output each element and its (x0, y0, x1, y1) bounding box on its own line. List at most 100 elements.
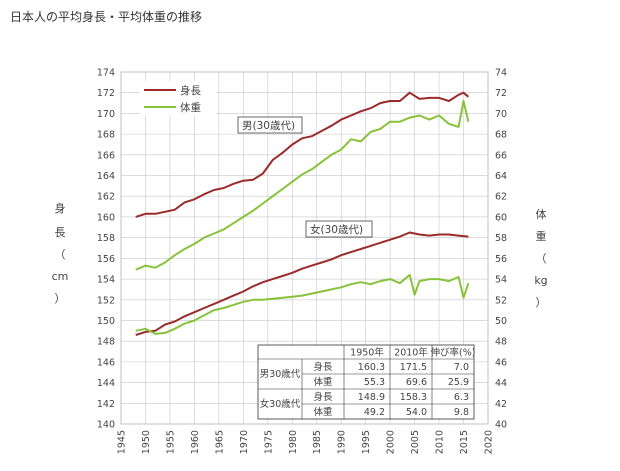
y-right-tick-label: 58 (495, 233, 507, 244)
y-left-tick-label: 154 (97, 275, 115, 286)
table-item-label: 体重 (313, 376, 333, 388)
annotation-female: 女(30歳代) (305, 220, 373, 238)
table-value-rate: 7.0 (454, 362, 469, 373)
y-left-tick-label: 152 (97, 295, 115, 306)
table-group-label: 女30歳代 (260, 398, 301, 410)
x-tick-label: 1985 (312, 430, 323, 454)
table-value-2010: 158.3 (400, 392, 427, 403)
y-right-label-char: ） (536, 296, 547, 309)
x-tick-label: 1965 (214, 430, 225, 454)
y-left-tick-label: 174 (97, 68, 115, 79)
x-tick-label: 1955 (165, 430, 176, 454)
y-left-tick-label: 168 (97, 130, 115, 141)
y-left-tick-label: 166 (97, 150, 115, 161)
y-left-tick-label: 148 (97, 337, 115, 348)
x-tick-label: 1950 (141, 430, 152, 454)
series-female-weight (135, 273, 470, 335)
table-item-label: 体重 (313, 406, 333, 418)
x-tick-label: 1970 (239, 430, 250, 454)
x-tick-label: 2020 (484, 430, 495, 454)
y-left-axis-label: 身長 （ cm ） (52, 201, 69, 305)
y-left-tick-label: 170 (97, 109, 115, 120)
table-value-1950: 55.3 (364, 377, 385, 388)
y-right-tick-label: 48 (495, 337, 507, 348)
legend-label-height: 身長 (180, 84, 201, 97)
y-right-tick-label: 44 (495, 378, 507, 389)
table-item-label: 身長 (313, 361, 333, 373)
y-right-tick-label: 62 (495, 192, 507, 203)
table-header-cell: 1950年 (350, 347, 384, 359)
y-left-tick-label: 156 (97, 254, 115, 265)
y-right-tick-label: 56 (495, 254, 507, 265)
y-left-ticks: 140 142 144 146 148 150 152 154 156 158 160 162 164 1… (97, 68, 115, 431)
y-left-label-char: cm (52, 270, 69, 283)
page-title: 日本人の平均身長・平均体重の推移 (10, 10, 203, 24)
y-right-label-char: 体 (536, 207, 547, 221)
y-right-tick-label: 52 (495, 295, 507, 306)
legend-label-weight: 体重 (180, 101, 201, 114)
annotation-male: 男(30歳代) (237, 116, 303, 134)
annotation-male-text: 男(30歳代) (242, 120, 295, 132)
table-group-label: 男30歳代 (260, 368, 301, 380)
y-right-tick-label: 50 (495, 316, 507, 327)
x-tick-label: 1990 (337, 430, 348, 454)
x-tick-label: 2005 (410, 430, 421, 454)
y-right-label-char: kg (534, 274, 547, 287)
legend: 身長 体重 (140, 81, 216, 115)
x-tick-label: 1995 (361, 430, 372, 454)
table-item-label: 身長 (313, 391, 333, 403)
y-right-tick-label: 66 (495, 150, 507, 161)
table-value-1950: 148.9 (358, 392, 385, 403)
y-left-tick-label: 164 (97, 171, 115, 182)
x-tick-label: 1960 (190, 430, 201, 454)
series-male-height (135, 91, 470, 218)
y-right-tick-label: 46 (495, 357, 507, 368)
y-right-tick-label: 60 (495, 212, 507, 223)
y-right-tick-label: 64 (495, 171, 507, 182)
y-left-label-char: 長 (55, 226, 66, 239)
y-left-tick-label: 142 (97, 399, 115, 410)
table-value-2010: 54.0 (406, 407, 427, 418)
y-left-tick-label: 150 (97, 316, 115, 327)
y-right-tick-label: 68 (495, 130, 507, 141)
table-value-1950: 49.2 (364, 407, 385, 418)
x-tick-label: 1980 (288, 430, 299, 454)
y-right-tick-label: 70 (495, 109, 507, 120)
y-left-label-char: 身 (55, 201, 66, 215)
y-right-tick-label: 40 (495, 420, 507, 431)
y-right-tick-label: 54 (495, 275, 507, 286)
table-value-rate: 6.3 (454, 392, 469, 403)
x-tick-label: 2010 (435, 430, 446, 454)
y-right-axis-label: 体重 （ kg ） (534, 207, 547, 309)
x-tick-label: 2015 (459, 430, 470, 454)
y-right-label-char: （ (536, 252, 547, 265)
table-value-1950: 160.3 (358, 362, 385, 373)
x-tick-label: 2000 (386, 430, 397, 454)
y-right-label-char: 重 (536, 229, 547, 243)
y-left-tick-label: 146 (97, 357, 115, 368)
series-female-height (135, 231, 469, 336)
table-value-rate: 9.8 (454, 407, 469, 418)
y-right-tick-label: 42 (495, 399, 507, 410)
y-left-tick-label: 162 (97, 192, 115, 203)
y-right-tick-label: 74 (495, 68, 507, 79)
y-right-ticks: 40 42 44 46 48 50 52 54 56 58 60 62 64 66 68 70 72 74 (495, 68, 507, 431)
series-male-weight (135, 100, 470, 271)
table-header-cell: 2010年 (394, 347, 428, 359)
x-tick-label: 1975 (263, 430, 274, 454)
x-tick-label: 1945 (117, 430, 128, 454)
y-right-tick-label: 72 (495, 88, 507, 99)
y-left-tick-label: 158 (97, 233, 115, 244)
y-left-tick-label: 160 (97, 212, 115, 223)
annotation-female-text: 女(30歳代) (310, 223, 363, 236)
table-value-rate: 25.9 (448, 377, 469, 388)
series-lines (135, 91, 470, 336)
y-left-label-char: （ (55, 248, 66, 261)
x-ticks: 1945 1950 1955 1960 1965 1970 1975 1980 1985 1990… (117, 430, 495, 454)
y-left-tick-label: 144 (97, 378, 115, 389)
table-value-2010: 171.5 (400, 362, 427, 373)
y-left-label-char: ） (55, 292, 66, 305)
y-left-tick-label: 172 (97, 88, 115, 99)
table-header-cell: 伸び率(%) (431, 347, 476, 359)
